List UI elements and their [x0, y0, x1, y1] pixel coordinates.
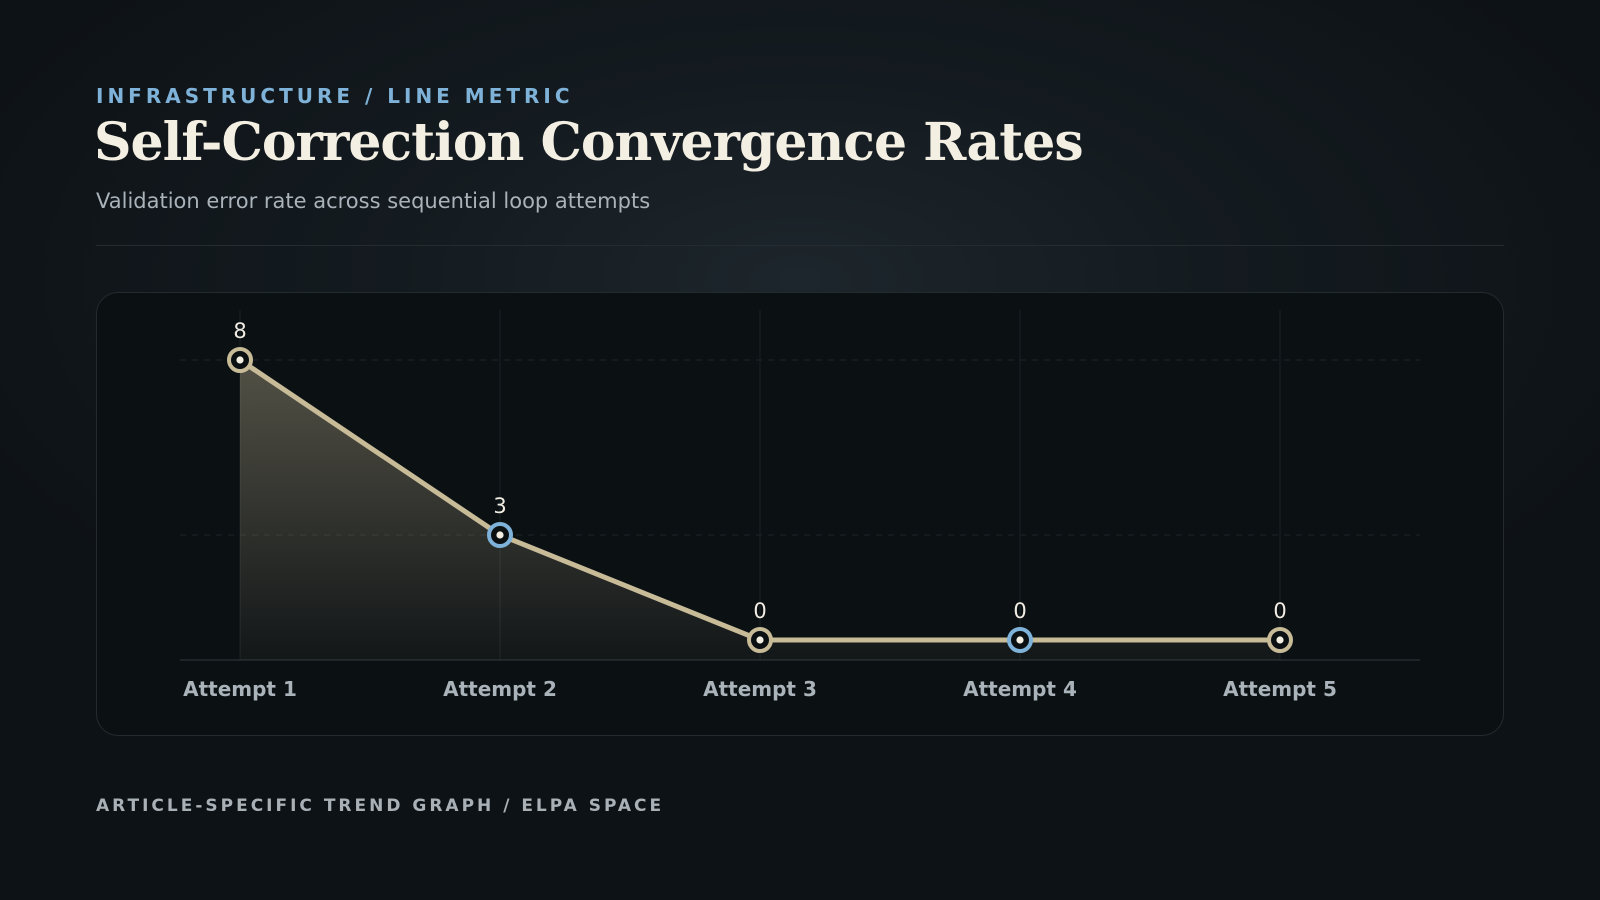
- x-tick-label: Attempt 5: [1223, 677, 1337, 701]
- chart-title: Self-Correction Convergence Rates: [94, 112, 1084, 173]
- x-tick-label: Attempt 1: [183, 677, 297, 701]
- data-point-dot: [496, 531, 504, 539]
- footer-caption: ARTICLE-SPECIFIC TREND GRAPH / ELPA SPAC…: [96, 796, 665, 816]
- data-label: 0: [1013, 599, 1026, 623]
- data-point-dot: [756, 636, 764, 644]
- x-tick-label: Attempt 4: [963, 677, 1077, 701]
- chart-subtitle: Validation error rate across sequential …: [96, 189, 651, 213]
- data-point-dot: [1276, 636, 1284, 644]
- marker-layer: [227, 347, 1293, 653]
- x-tick-label: Attempt 2: [443, 677, 557, 701]
- data-point-dot: [236, 356, 244, 364]
- data-label: 3: [493, 494, 506, 518]
- data-label: 0: [753, 599, 766, 623]
- chart-eyebrow: INFRASTRUCTURE / LINE METRIC: [96, 84, 574, 108]
- x-tick-label: Attempt 3: [703, 677, 817, 701]
- data-label: 8: [233, 319, 246, 343]
- area-fill: [240, 360, 1280, 660]
- tick-layer: Attempt 1 Attempt 2 Attempt 3 Attempt 4 Atte…: [183, 677, 1337, 701]
- header-divider: [96, 245, 1504, 246]
- data-label: 0: [1273, 599, 1286, 623]
- area-layer: [240, 360, 1280, 660]
- label-layer: 8 3 0 0 0: [233, 319, 1286, 623]
- data-point-dot: [1016, 636, 1024, 644]
